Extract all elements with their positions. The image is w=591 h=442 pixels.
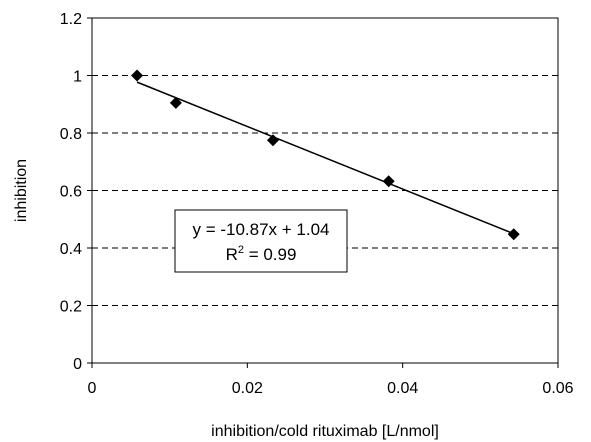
y-tick-label: 0 — [73, 356, 82, 373]
equation-box-frame — [174, 209, 348, 273]
y-tick-label: 1.2 — [60, 11, 82, 28]
data-point — [382, 175, 395, 188]
data-point — [131, 69, 144, 82]
equation-box: y = -10.87x + 1.04 R2 = 0.99 — [174, 209, 348, 273]
data-point — [507, 228, 520, 241]
y-tick-label: 1 — [73, 69, 82, 86]
data-point — [169, 96, 182, 109]
r-squared-superscript: 2 — [238, 244, 244, 256]
y-axis-ticks: 0 0.2 0.4 0.6 0.8 1 1.2 — [60, 11, 92, 373]
data-points — [131, 69, 520, 241]
x-tick-label: 0.02 — [232, 380, 263, 397]
x-axis-title: inhibition/cold rituximab [L/nmol] — [211, 423, 439, 440]
y-axis-title: inhibition — [13, 159, 30, 222]
x-tick-label: 0.06 — [542, 380, 573, 397]
r-squared-prefix: R — [226, 245, 238, 264]
data-point — [266, 134, 279, 147]
x-tick-label: 0 — [88, 380, 97, 397]
x-axis-ticks: 0 0.02 0.04 0.06 — [88, 363, 574, 397]
r-squared-label: R2 = 0.99 — [226, 244, 297, 264]
y-tick-label: 0.8 — [60, 126, 82, 143]
x-tick-label: 0.04 — [387, 380, 418, 397]
r-squared-value: = 0.99 — [244, 245, 296, 264]
y-tick-label: 0.2 — [60, 299, 82, 316]
trendline — [136, 81, 515, 235]
y-tick-label: 0.4 — [60, 241, 82, 258]
y-tick-label: 0.6 — [60, 184, 82, 201]
trend-equation: y = -10.87x + 1.04 — [192, 220, 329, 239]
